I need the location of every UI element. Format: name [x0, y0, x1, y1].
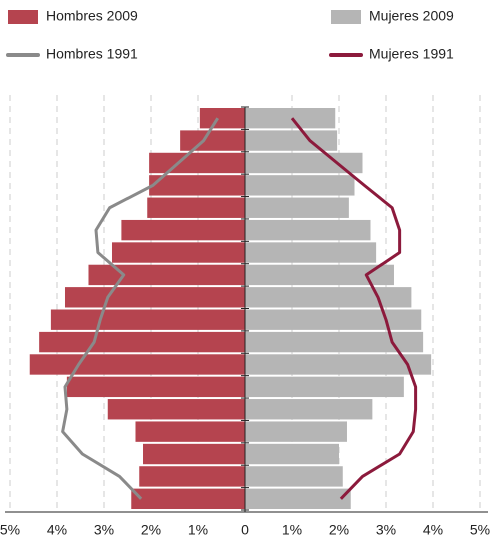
bar	[39, 331, 245, 353]
bar	[245, 466, 343, 487]
bar	[245, 488, 351, 509]
x-tick-label: 0	[241, 522, 249, 538]
bar	[245, 197, 349, 218]
legend-label: Mujeres 1991	[369, 46, 454, 62]
bar	[29, 354, 245, 375]
bar	[111, 242, 246, 263]
bar	[149, 152, 245, 174]
x-tick-label: 3%	[94, 522, 114, 538]
line	[61, 117, 220, 500]
bar	[245, 376, 404, 398]
line	[290, 117, 418, 500]
bar	[245, 175, 355, 196]
bar	[149, 175, 245, 196]
bar	[245, 130, 338, 151]
bar	[245, 421, 347, 442]
bar	[245, 219, 371, 241]
x-tick-label: 4%	[423, 522, 443, 538]
bar	[88, 264, 246, 286]
x-tick-label: 4%	[47, 522, 67, 538]
bar	[143, 443, 245, 465]
legend-label: Hombres 1991	[46, 46, 138, 62]
bar	[180, 130, 245, 151]
bar	[131, 488, 245, 509]
bar	[245, 443, 339, 465]
bar	[107, 399, 245, 420]
bar	[135, 421, 245, 442]
bar	[245, 331, 424, 353]
x-tick-label: 1%	[282, 522, 302, 538]
bar	[245, 287, 412, 308]
x-tick-label: 5%	[0, 522, 20, 538]
bar	[245, 264, 394, 286]
bar	[121, 219, 245, 241]
bar	[245, 354, 432, 375]
bar	[245, 108, 336, 129]
x-tick-label: 3%	[376, 522, 396, 538]
bar	[245, 309, 422, 330]
bar	[147, 197, 245, 218]
legend-label: Hombres 2009	[46, 8, 138, 24]
bar	[199, 108, 245, 129]
bar	[66, 376, 246, 398]
legend-swatch	[331, 10, 361, 24]
bar	[50, 309, 245, 330]
x-tick-label: 2%	[329, 522, 349, 538]
legend-label: Mujeres 2009	[369, 8, 454, 24]
bar	[245, 242, 377, 263]
x-tick-label: 2%	[141, 522, 161, 538]
x-tick-label: 1%	[188, 522, 208, 538]
bar	[245, 399, 373, 420]
x-tick-label: 5%	[470, 522, 490, 538]
legend-swatch	[8, 10, 38, 24]
bar	[139, 466, 245, 487]
bar	[64, 287, 246, 308]
